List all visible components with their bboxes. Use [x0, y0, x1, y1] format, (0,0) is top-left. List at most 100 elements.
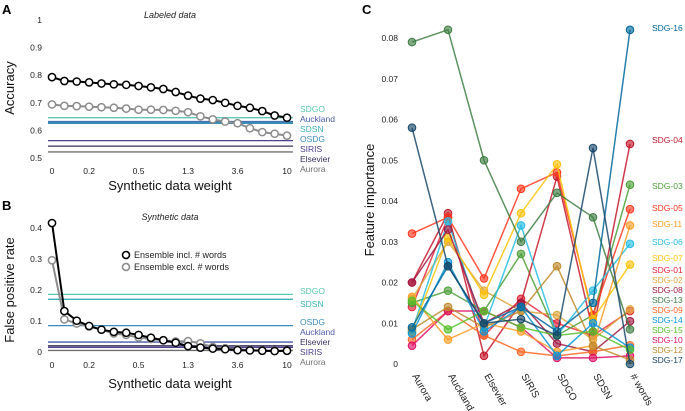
data-point	[72, 77, 82, 86]
data-point	[588, 353, 598, 363]
data-point	[479, 274, 489, 283]
data-point	[588, 213, 598, 222]
data-point	[625, 260, 635, 269]
data-point	[443, 325, 453, 334]
data-point	[208, 344, 218, 353]
data-point	[625, 221, 635, 230]
data-point	[183, 341, 193, 351]
data-point	[588, 298, 598, 308]
data-point	[516, 208, 526, 218]
y-tick-label: 0.03	[381, 237, 398, 247]
data-point	[625, 25, 635, 35]
data-point	[443, 225, 453, 234]
y-tick-label: 0.3	[30, 254, 42, 264]
data-point	[146, 82, 156, 92]
series-label-sdg-03: SDG-03	[652, 181, 683, 191]
series-label-sdg-07: SDG-07	[652, 253, 683, 263]
baseline-label-elsevier: Elsevier	[300, 154, 330, 164]
data-point	[97, 102, 106, 112]
x-tick-label: 10	[282, 166, 292, 176]
baseline-label-elsevier: Elsevier	[300, 337, 330, 347]
data-point	[625, 305, 635, 314]
data-point	[60, 306, 69, 316]
baseline-label-siris: SIRIS	[300, 144, 323, 154]
panel-b-label: B	[2, 198, 11, 213]
y-tick-label: 0.9	[30, 43, 42, 53]
data-point	[196, 94, 205, 104]
series-label-sdg-09: SDG-09	[652, 305, 683, 315]
data-point	[407, 278, 417, 287]
series-label-sdg-14: SDG-14	[652, 315, 683, 325]
data-point	[220, 344, 230, 354]
data-point	[72, 101, 82, 111]
series-label-sdg-02: SDG-02	[652, 275, 683, 285]
series-label-sdg-16: SDG-16	[652, 23, 683, 33]
legend-marker	[121, 250, 131, 260]
data-point	[516, 237, 526, 247]
x-tick-label: SDGO	[554, 372, 578, 403]
data-point	[220, 117, 230, 126]
x-tick-label: 1.3	[182, 360, 194, 370]
series-label-sdg-08: SDG-08	[652, 285, 683, 295]
data-point	[171, 338, 181, 348]
data-point	[257, 346, 267, 356]
legend-label: Ensemble excl. # words	[134, 262, 230, 272]
data-point	[407, 323, 417, 332]
data-point	[625, 204, 635, 214]
x-tick-label: 10	[282, 360, 292, 370]
x-tick-label: Elsevier	[481, 372, 509, 409]
data-point	[233, 345, 242, 355]
data-point	[196, 343, 205, 353]
data-point	[270, 346, 279, 356]
data-point	[443, 286, 453, 295]
data-point	[552, 160, 562, 169]
data-point	[625, 139, 635, 149]
data-point	[196, 111, 205, 121]
data-point	[245, 346, 255, 355]
x-tick-label: 0.2	[83, 166, 95, 176]
data-point	[625, 359, 635, 369]
data-point	[233, 101, 242, 111]
data-point	[588, 341, 598, 350]
data-point	[245, 123, 255, 133]
baseline-label-siris: SIRIS	[300, 347, 323, 357]
data-point	[208, 95, 218, 105]
panel-c-label: C	[362, 2, 372, 17]
data-point	[552, 339, 562, 348]
panel-b-xlabel: Synthetic data weight	[108, 376, 232, 391]
data-point	[47, 255, 57, 265]
x-tick-label: 1.3	[182, 166, 194, 176]
data-point	[158, 335, 168, 345]
data-point	[625, 180, 635, 189]
baseline-label-sdsn: SDSN	[300, 124, 324, 134]
y-tick-label: 0.1	[30, 316, 42, 326]
data-point	[552, 351, 562, 361]
data-point	[282, 131, 292, 140]
data-point	[109, 79, 119, 89]
y-tick-label: 0.01	[381, 318, 398, 328]
series-label-sdg-10: SDG-10	[652, 335, 683, 345]
data-point	[245, 103, 255, 113]
data-point	[134, 105, 143, 115]
data-point	[282, 113, 292, 123]
data-point	[183, 107, 193, 117]
data-point	[443, 335, 453, 344]
series-label-sdg-04: SDG-04	[652, 135, 683, 145]
x-tick-label: 3.6	[232, 360, 244, 370]
data-point	[479, 327, 489, 336]
series-label-sdg-05: SDG-05	[652, 203, 683, 213]
data-point	[158, 105, 168, 115]
y-tick-label: 0.5	[30, 153, 42, 163]
series-label-sdg-01: SDG-01	[652, 265, 683, 275]
panel-b-title: Synthetic data	[141, 212, 198, 222]
data-point	[183, 91, 193, 100]
data-point	[84, 78, 94, 87]
baseline-label-auckland: Auckland	[300, 327, 335, 337]
data-point	[146, 105, 156, 115]
data-point	[625, 239, 635, 249]
data-point	[109, 327, 119, 337]
panel-c-ylabel: Feature importance	[362, 144, 377, 257]
data-point	[233, 118, 242, 128]
data-point	[146, 333, 156, 343]
data-point	[516, 184, 526, 194]
